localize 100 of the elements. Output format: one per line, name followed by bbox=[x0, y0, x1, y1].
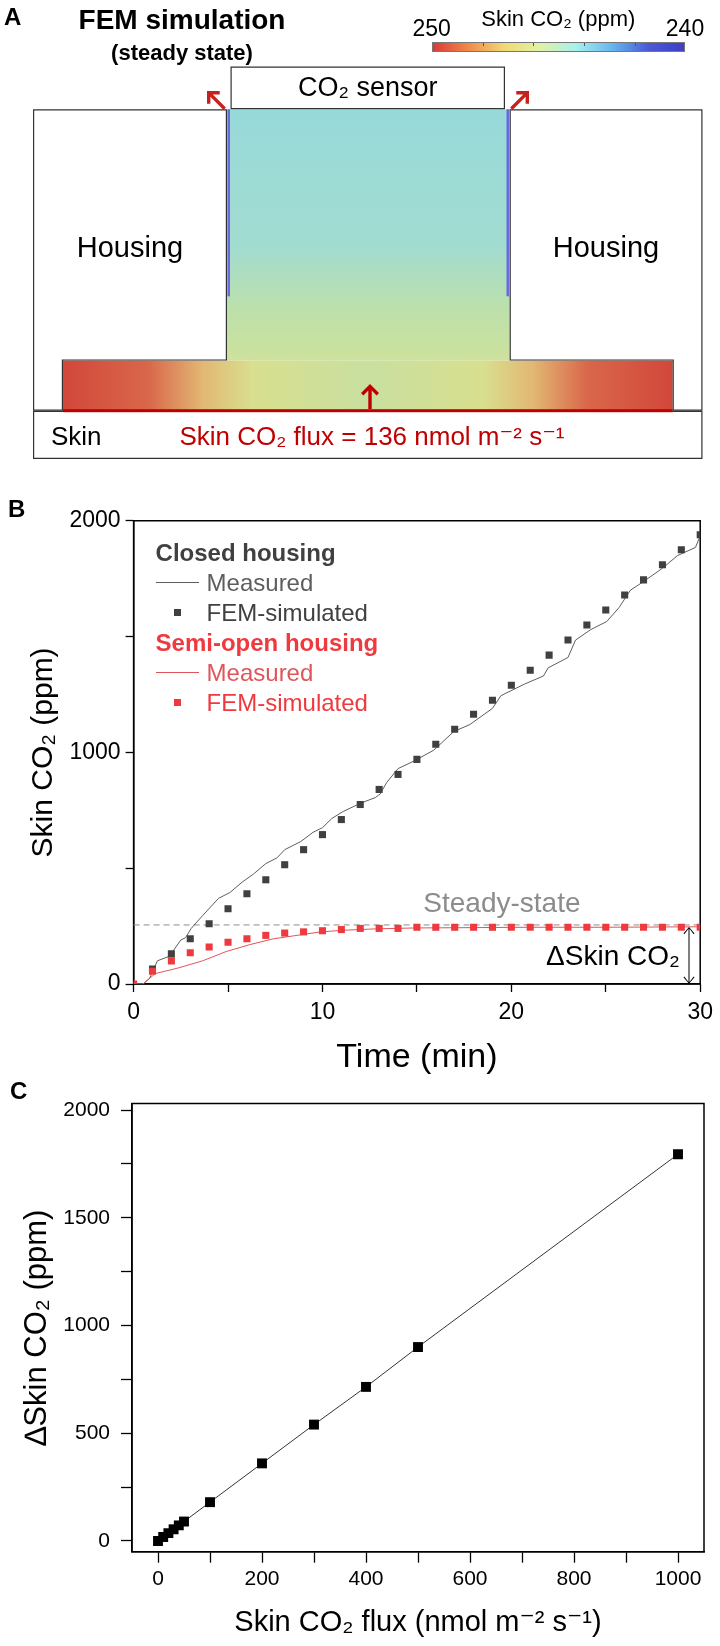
point bbox=[300, 846, 308, 854]
x-axis-title: Skin CO₂ flux (nmol m⁻² s⁻¹) bbox=[234, 1605, 602, 1638]
point bbox=[621, 591, 629, 599]
text: Skin CO₂ flux = 136 nmol m⁻² s⁻¹ bbox=[179, 421, 565, 451]
annotation: ΔSkin CO₂ bbox=[546, 939, 680, 971]
text: Housing bbox=[552, 230, 660, 263]
legend-label: Measured bbox=[206, 568, 314, 596]
annotation: Semi-open housing bbox=[155, 627, 379, 658]
x-tick-label: 0 bbox=[127, 998, 140, 1025]
y-tick-label: 1000 bbox=[69, 737, 121, 764]
point bbox=[677, 546, 685, 554]
point bbox=[526, 923, 534, 931]
point bbox=[186, 935, 194, 943]
point bbox=[413, 923, 421, 931]
point bbox=[337, 816, 345, 824]
point bbox=[470, 710, 478, 718]
y-axis-title: ∆Skin CO₂ (ppm) bbox=[18, 1209, 54, 1446]
point bbox=[432, 923, 440, 931]
x-tick-label: 1000 bbox=[654, 1566, 702, 1590]
point bbox=[243, 935, 251, 943]
y-tick-label: 2000 bbox=[63, 1096, 110, 1120]
y-tick-label: 500 bbox=[74, 1420, 110, 1444]
x-tick-label: 30 bbox=[687, 998, 714, 1025]
x-tick-label: 10 bbox=[309, 998, 336, 1025]
y-tick-label: 2000 bbox=[69, 506, 121, 533]
point bbox=[673, 1149, 683, 1160]
point bbox=[375, 924, 383, 932]
text: Skin bbox=[51, 421, 102, 451]
ref-line-label: Steady-state bbox=[423, 886, 581, 918]
point bbox=[167, 957, 175, 965]
y-axis-title: Skin CO₂ (ppm) bbox=[25, 647, 59, 858]
point bbox=[167, 950, 175, 958]
point bbox=[545, 923, 553, 931]
point bbox=[243, 890, 251, 898]
text: (steady state) bbox=[111, 40, 253, 65]
point bbox=[205, 943, 213, 951]
point bbox=[309, 1419, 319, 1430]
point bbox=[356, 800, 364, 809]
point bbox=[583, 621, 591, 629]
point bbox=[602, 606, 610, 614]
point bbox=[507, 923, 515, 931]
point bbox=[451, 923, 459, 931]
point bbox=[432, 740, 440, 748]
y-tick-label: 0 bbox=[107, 969, 121, 996]
point bbox=[356, 924, 364, 932]
point bbox=[602, 923, 610, 931]
point bbox=[257, 1458, 267, 1469]
text: 250 bbox=[412, 14, 451, 41]
point bbox=[507, 681, 515, 689]
point bbox=[361, 1381, 371, 1392]
point bbox=[488, 923, 496, 931]
point bbox=[413, 1342, 423, 1352]
point bbox=[658, 923, 666, 931]
point bbox=[262, 876, 270, 884]
text: C bbox=[10, 1077, 28, 1104]
point bbox=[281, 861, 289, 869]
point bbox=[318, 927, 327, 935]
point bbox=[451, 725, 459, 733]
x-tick-label: 600 bbox=[452, 1566, 488, 1590]
point bbox=[224, 938, 232, 946]
x-tick-label: 20 bbox=[498, 998, 525, 1025]
point bbox=[640, 576, 648, 584]
point bbox=[677, 923, 685, 931]
point bbox=[179, 1516, 189, 1527]
point bbox=[186, 949, 194, 957]
text: 240 bbox=[665, 14, 705, 41]
x-axis-title: Time (min) bbox=[336, 1036, 498, 1075]
point bbox=[337, 926, 345, 934]
y-tick-label: 1000 bbox=[63, 1312, 110, 1336]
legend-label: FEM-simulated bbox=[206, 598, 368, 626]
point bbox=[262, 931, 270, 939]
point bbox=[470, 923, 478, 931]
text: CO₂ sensor bbox=[297, 71, 438, 102]
text: A bbox=[4, 3, 22, 30]
point bbox=[621, 923, 629, 931]
annotation: Closed housing bbox=[155, 537, 337, 568]
x-tick-label: 400 bbox=[348, 1566, 384, 1590]
point bbox=[488, 696, 496, 704]
point bbox=[394, 770, 402, 778]
point bbox=[564, 923, 572, 931]
x-tick-label: 0 bbox=[152, 1566, 164, 1590]
point bbox=[564, 636, 572, 644]
point bbox=[318, 831, 327, 839]
point bbox=[545, 651, 553, 659]
point bbox=[583, 923, 591, 931]
point bbox=[526, 666, 534, 674]
point bbox=[413, 755, 421, 763]
point bbox=[658, 561, 666, 569]
point bbox=[375, 785, 383, 793]
point bbox=[281, 929, 289, 937]
point bbox=[394, 924, 402, 932]
point bbox=[224, 905, 232, 913]
point bbox=[300, 928, 308, 936]
legend-label: FEM-simulated bbox=[206, 688, 368, 716]
text: B bbox=[8, 495, 26, 522]
color-bar-title: Skin CO₂ (ppm) bbox=[481, 6, 636, 31]
point bbox=[205, 920, 213, 928]
text: FEM simulation bbox=[78, 4, 286, 35]
point bbox=[640, 923, 648, 931]
legend-label: Measured bbox=[206, 658, 314, 686]
